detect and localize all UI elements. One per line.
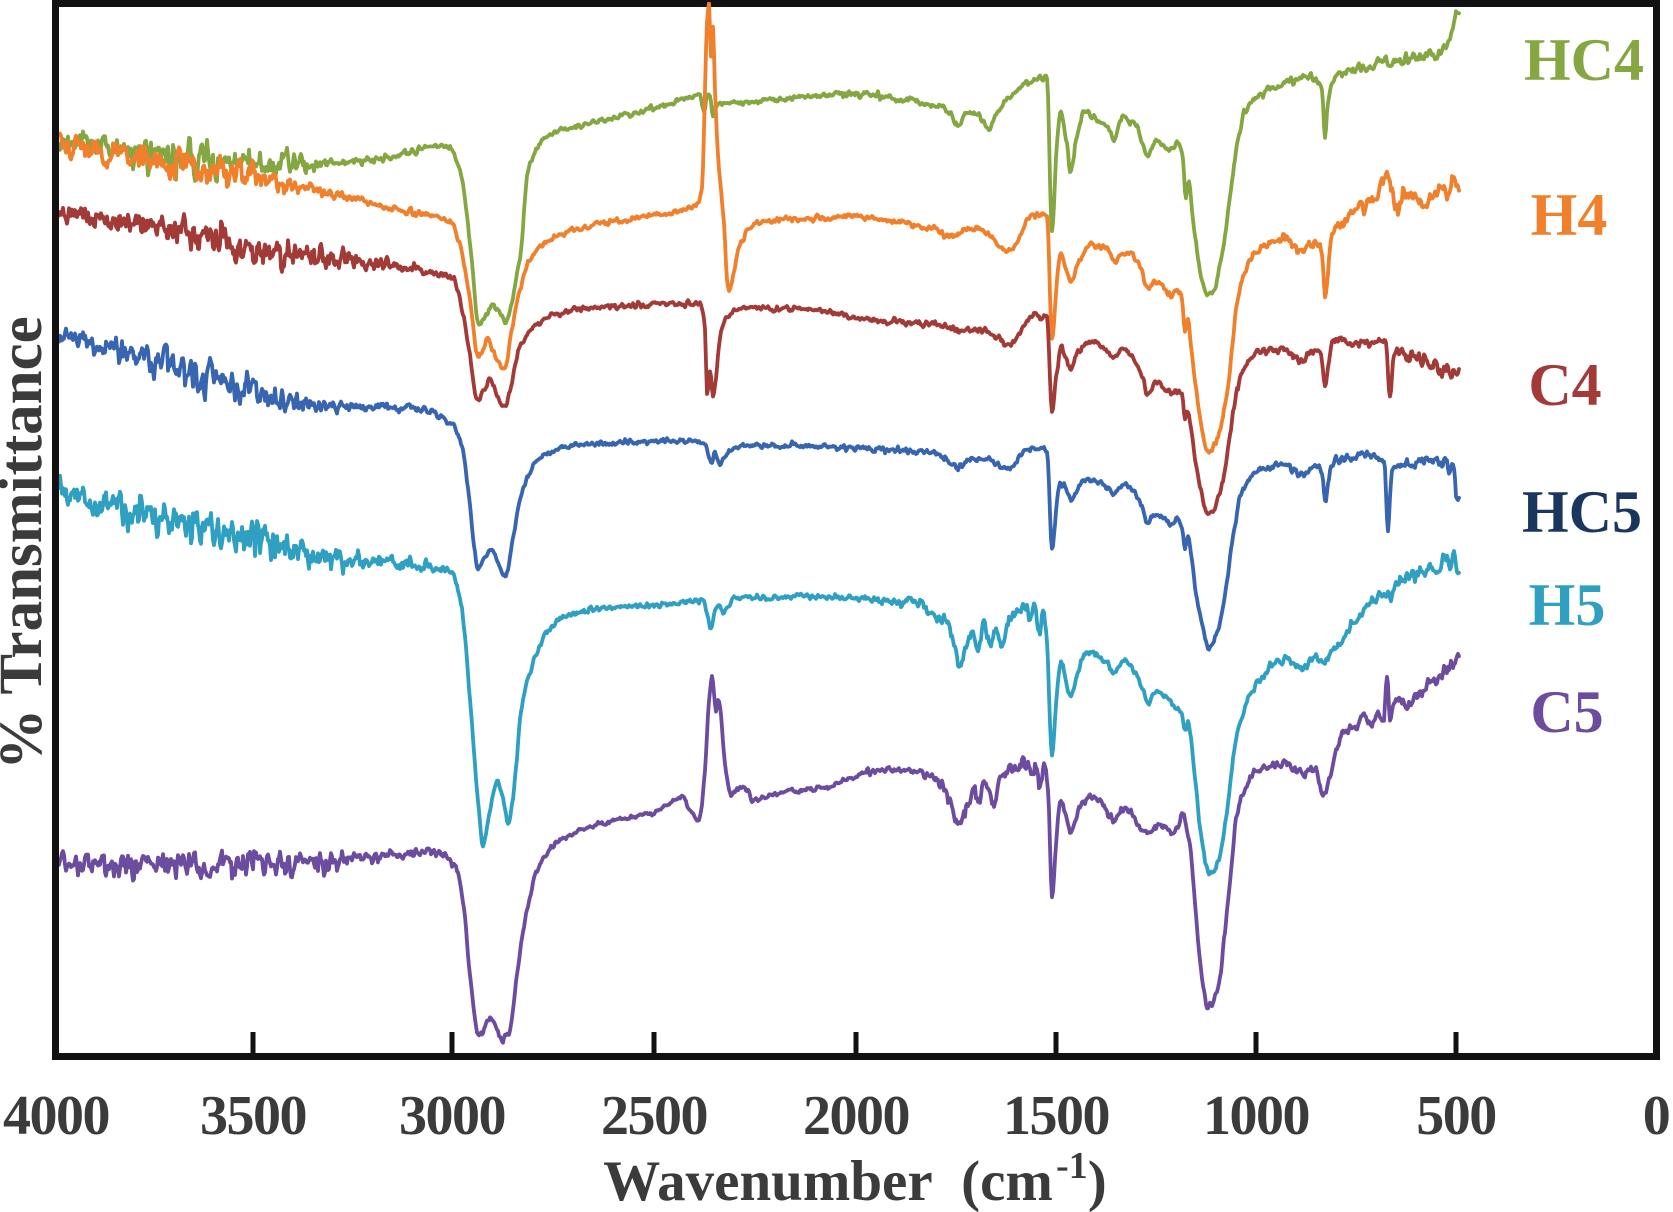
svg-text:H5: H5 — [1529, 572, 1606, 638]
svg-text:0: 0 — [1643, 1085, 1670, 1147]
svg-text:H4: H4 — [1531, 182, 1608, 248]
svg-text:C5: C5 — [1530, 679, 1603, 745]
svg-text:): ) — [1088, 1150, 1107, 1212]
svg-text:2500: 2500 — [601, 1085, 707, 1147]
svg-text:4000: 4000 — [3, 1085, 109, 1147]
svg-text:% Transmittance: % Transmittance — [0, 316, 55, 770]
svg-text:1000: 1000 — [1203, 1085, 1309, 1147]
svg-text:C4: C4 — [1528, 352, 1601, 418]
svg-text:3500: 3500 — [200, 1085, 306, 1147]
svg-text:HC5: HC5 — [1522, 479, 1642, 545]
svg-text:HC4: HC4 — [1524, 27, 1644, 93]
svg-text:500: 500 — [1416, 1085, 1496, 1147]
svg-text:Wavenumber (cm: Wavenumber (cm — [603, 1150, 1053, 1212]
svg-text:2000: 2000 — [803, 1085, 909, 1147]
svg-text:1500: 1500 — [1003, 1085, 1109, 1147]
svg-text:3000: 3000 — [399, 1085, 505, 1147]
